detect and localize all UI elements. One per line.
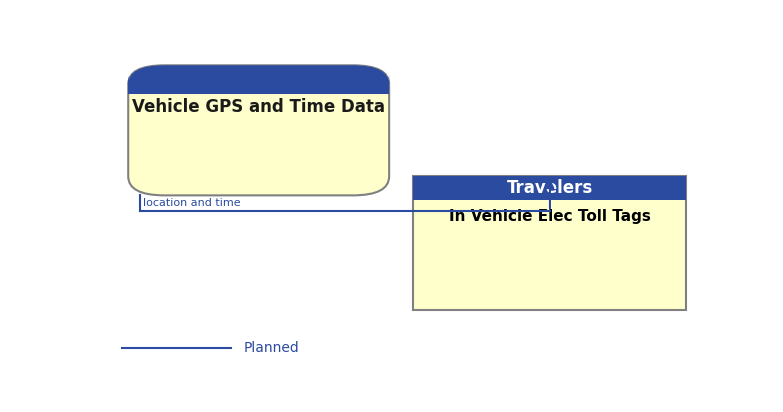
FancyBboxPatch shape bbox=[128, 66, 389, 94]
Text: Planned: Planned bbox=[244, 341, 299, 355]
Text: Travelers: Travelers bbox=[507, 179, 593, 197]
Text: location and time: location and time bbox=[143, 198, 241, 208]
Bar bbox=[413, 176, 687, 200]
FancyBboxPatch shape bbox=[128, 66, 389, 195]
Text: Vehicle GPS and Time Data: Vehicle GPS and Time Data bbox=[132, 98, 385, 116]
Bar bbox=[413, 176, 687, 309]
Text: In Vehicle Elec Toll Tags: In Vehicle Elec Toll Tags bbox=[449, 209, 651, 224]
Bar bbox=[128, 80, 389, 94]
